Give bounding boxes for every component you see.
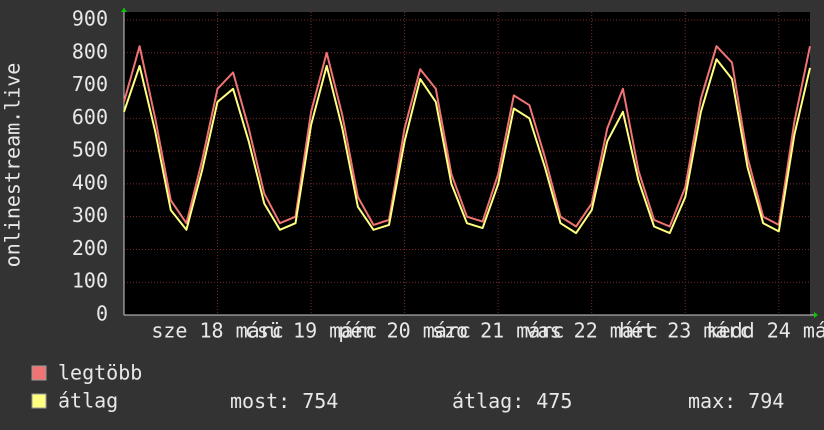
y-tick-label: 800: [72, 39, 108, 63]
x-tick-label: hét 23 márc: [619, 319, 751, 343]
stat-value: 475: [536, 389, 572, 413]
x-tick-label: kedd 24 márc: [707, 319, 824, 343]
stat-label: max:: [688, 389, 736, 413]
y-tick-label: 0: [96, 302, 108, 326]
stat-label: most:: [230, 389, 290, 413]
y-axis-label: onlinestream.live: [1, 63, 25, 268]
legend-label: legtöbb: [58, 361, 142, 385]
stat-label: átlag:: [452, 389, 524, 413]
y-tick-label: 400: [72, 170, 108, 194]
legend-label: átlag: [58, 389, 118, 413]
stat-value: 754: [302, 389, 338, 413]
x-tick-label: sze 18 márc: [151, 319, 283, 343]
y-tick-label: 200: [72, 236, 108, 260]
x-tick-label: vas 22 márc: [526, 319, 658, 343]
y-tick-label: 600: [72, 105, 108, 129]
plot-area: [124, 12, 810, 315]
y-tick-label: 700: [72, 72, 108, 96]
axis-arrow: [814, 312, 818, 318]
series-line: [123, 45, 811, 228]
legend-swatch: [31, 393, 47, 409]
stat-value: 794: [748, 389, 784, 413]
x-tick-label: csü 19 márc: [245, 319, 377, 343]
y-tick-label: 900: [72, 7, 108, 31]
legend-swatch: [31, 365, 47, 381]
y-tick-label: 500: [72, 138, 108, 162]
x-tick-label: pén 20 márc: [338, 319, 470, 343]
stat: most: 754: [230, 389, 338, 413]
series-line: [123, 58, 811, 235]
stat: átlag: 475: [452, 389, 572, 413]
y-tick-label: 300: [72, 203, 108, 227]
y-tick-label: 100: [72, 269, 108, 293]
x-tick-label: szo 21 márc: [432, 319, 564, 343]
axis-arrow: [121, 8, 127, 12]
stat: max: 794: [688, 389, 784, 413]
